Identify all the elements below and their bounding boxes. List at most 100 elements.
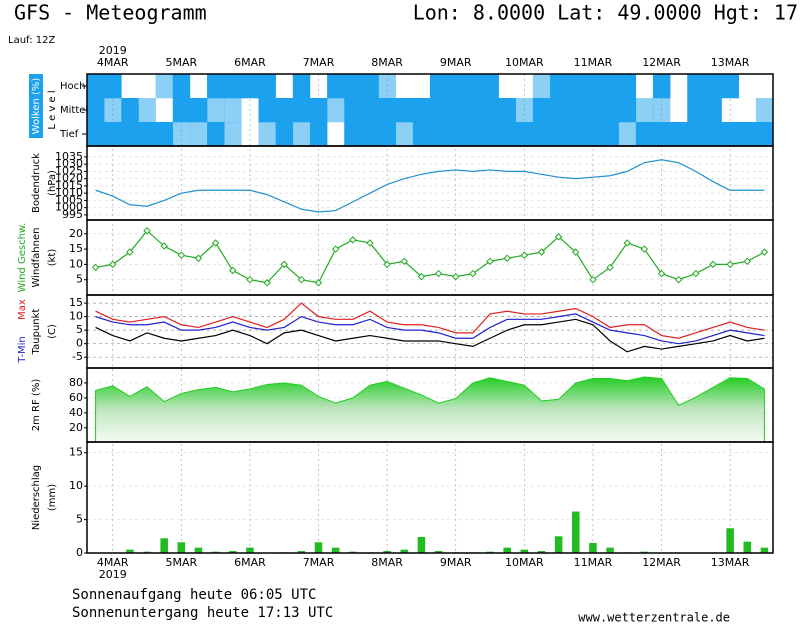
y-unit: (C) <box>47 324 58 339</box>
rh-area <box>95 376 765 443</box>
y-tick-label: 15 <box>69 296 83 309</box>
y-label: 2m RF (%) <box>31 379 42 432</box>
cloud-cell <box>670 98 687 122</box>
x-tick-label: 12MAR <box>642 556 681 569</box>
bar <box>331 547 340 553</box>
cloud-cell <box>636 74 653 98</box>
x-tick-label: 6MAR <box>234 56 266 69</box>
bar <box>554 536 563 553</box>
cloud-cell <box>516 74 533 98</box>
cloud-cell <box>704 98 722 123</box>
marker <box>280 260 288 269</box>
cloud-cell <box>550 122 568 147</box>
cloud-cell <box>687 74 705 99</box>
cloud-cell <box>327 98 345 123</box>
cloud-cell <box>292 98 311 123</box>
cloud-cell <box>447 74 465 99</box>
cloud-cell <box>584 122 602 147</box>
year: 2019 <box>99 44 127 57</box>
cloud-cell <box>361 122 379 147</box>
y-tick-label: 1015 <box>55 179 83 192</box>
y-tick-label: 0 <box>76 337 83 350</box>
cloud-cell <box>739 98 756 122</box>
y-tick-label: 1020 <box>55 172 83 185</box>
cloud-cell <box>670 74 687 98</box>
marker <box>692 269 700 278</box>
cloud-cell <box>532 98 551 123</box>
series-label: Wind Geschw. <box>17 223 28 293</box>
x-tick-label: 9MAR <box>440 556 472 569</box>
marker <box>606 263 614 272</box>
cloud-cell <box>532 122 551 147</box>
cloud-cell <box>704 122 722 147</box>
cloud-cell <box>275 98 294 123</box>
y-label: Bodendruck <box>31 153 42 213</box>
cloud-cell <box>652 122 671 147</box>
cloud-cell <box>584 98 602 123</box>
cloud-cell <box>224 98 242 123</box>
bar <box>417 536 426 553</box>
series-line <box>95 229 765 284</box>
cloud-cell <box>121 74 138 98</box>
y-tick-label: 0 <box>76 546 83 559</box>
cloud-cell <box>87 74 105 99</box>
marker <box>263 279 271 287</box>
cloud-cell <box>378 98 396 123</box>
marker <box>743 257 751 266</box>
cloud-cell <box>755 98 774 123</box>
cloud-cell <box>601 122 619 147</box>
title: GFS - Meteogramm <box>14 1 207 25</box>
cloud-cell <box>361 74 379 99</box>
y-tick-label: 1030 <box>55 157 83 170</box>
sunrise: Sonnenaufgang heute 06:05 UTC <box>72 587 316 603</box>
marker <box>520 251 529 259</box>
y-tick-label: 40 <box>69 406 83 419</box>
cloud-cell <box>515 98 534 123</box>
y-tick-label: 1035 <box>55 150 83 163</box>
marker <box>623 239 631 247</box>
x-tick-label: 7MAR <box>303 56 335 69</box>
cloud-cell <box>310 74 327 98</box>
y-tick-label: 1000 <box>55 201 83 214</box>
y-label: Niederschlag <box>31 465 42 530</box>
cloud-cell <box>104 74 122 99</box>
bar <box>229 550 237 553</box>
cloud-cell <box>138 122 156 147</box>
bar <box>503 547 511 553</box>
cloud-cell <box>481 98 499 123</box>
cloud-cell <box>104 98 122 123</box>
x-tick-label: 4MAR <box>97 56 129 69</box>
marker <box>709 260 717 269</box>
marker <box>452 272 460 281</box>
cloud-cell <box>172 122 191 147</box>
cloud-cell <box>430 74 448 99</box>
cloud-cell <box>550 98 568 123</box>
bar <box>194 547 203 553</box>
panel-frame <box>86 441 774 554</box>
cloud-cell <box>430 122 448 147</box>
y-unit: (mm) <box>47 484 58 511</box>
x-tick-label: 7MAR <box>303 556 335 569</box>
cloud-cell <box>584 74 602 99</box>
cloud-cell <box>309 98 328 123</box>
y-unit: (kt) <box>47 249 58 267</box>
y-tick-label: 1005 <box>55 193 83 206</box>
x-tick-label: 5MAR <box>165 56 197 69</box>
cloud-cell <box>309 122 328 147</box>
cloud-cell <box>499 74 516 98</box>
marker <box>572 248 580 256</box>
y-tick-label: 1010 <box>55 186 83 199</box>
x-tick-label: 4MAR <box>97 556 129 569</box>
cloud-cell <box>567 122 585 147</box>
marker <box>383 260 391 269</box>
marker <box>674 275 683 284</box>
y-tick-label: 5 <box>76 323 83 336</box>
cloud-cell <box>207 74 225 99</box>
location: Lon: 8.0000 Lat: 49.0000 Hgt: 17 <box>413 1 798 25</box>
cloud-cell <box>138 98 156 123</box>
marker <box>434 269 443 278</box>
y-tick-label: 15 <box>69 446 83 459</box>
y-tick-label: 20 <box>69 227 83 240</box>
cloud-cell <box>395 98 414 123</box>
